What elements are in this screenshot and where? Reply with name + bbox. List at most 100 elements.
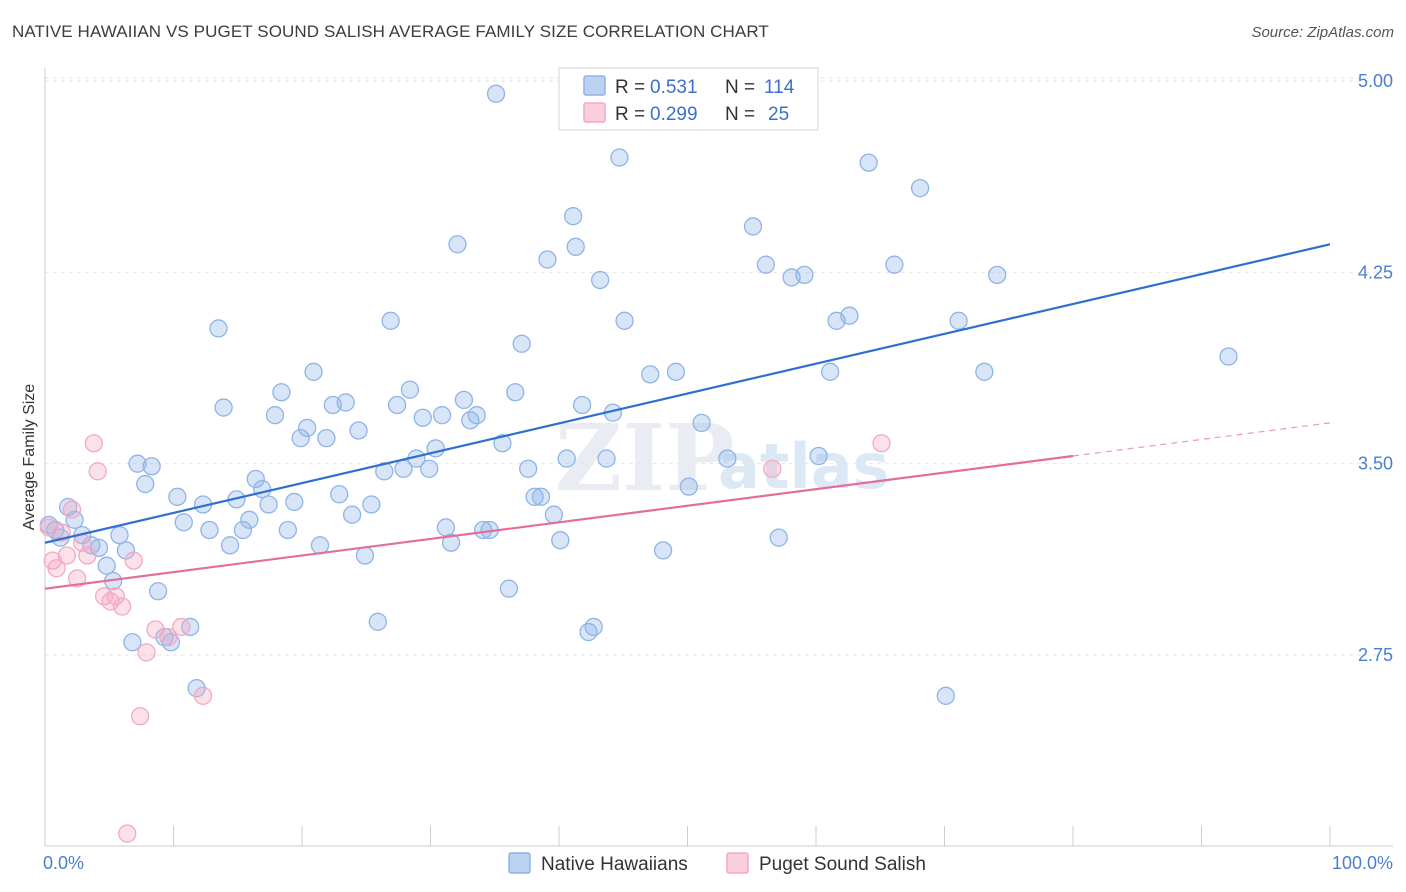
native-hawaiians-point [910,178,930,198]
native-hawaiians-point [148,582,168,601]
puget-sound-salish-point [193,686,213,705]
y-tick-label: 4.25 [1358,262,1393,282]
native-hawaiians-point [297,418,317,438]
y-tick-label: 2.75 [1358,645,1393,665]
native-hawaiians-point [110,525,129,545]
native-hawaiians-point [949,311,968,330]
puget-sound-salish-point [106,587,125,606]
series-legend: Native Hawaiians Puget Sound Salish [508,852,926,875]
native-hawaiians-point [285,492,304,512]
puget-sound-salish-point [130,707,150,726]
legend-label-native-hawaiians: Native Hawaiians [541,854,688,875]
puget-sound-salish-point [159,627,178,647]
native-hawaiians-point [272,383,291,402]
native-hawaiians-point [531,487,551,506]
native-hawaiians-point [610,148,629,167]
puget-sound-salish-point [67,569,87,588]
native-hawaiians-point [381,311,400,330]
native-hawaiians-point [467,406,486,425]
puget-sound-salish-point [137,643,156,662]
native-hawaiians-point [310,536,330,555]
native-hawaiians-point [448,235,467,254]
native-hawaiians-point [142,457,161,476]
native-hawaiians-point [436,518,456,537]
puget-sound-salish-point [78,546,97,565]
chart-title: NATIVE HAWAIIAN VS PUGET SOUND SALISH AV… [12,22,769,41]
native-hawaiians-point [368,612,387,631]
native-hawaiians-point [123,633,142,652]
native-hawaiians-point [572,395,592,415]
native-hawaiians-point [291,429,310,448]
native-hawaiians-point [692,413,711,432]
native-hawaiians-point [1219,347,1238,366]
legend-swatch-native-hawaiians [508,852,531,874]
native-hawaiians-point [400,380,420,399]
native-hawaiians-point [988,265,1007,285]
native-hawaiians-point [557,449,576,468]
native-hawaiians-point [936,686,955,705]
native-hawaiians-point [551,531,570,550]
native-hawaiians-point [579,622,598,642]
stats-legend: R = 0.531 N = 114 R = 0.299 N = 25 [558,67,819,131]
puget-sound-salish-point [88,462,107,481]
watermark: ZIP atlas [555,404,889,512]
native-hawaiians-point [519,459,538,478]
native-hawaiians-point [246,469,265,489]
native-hawaiians-point [253,480,272,499]
native-hawaiians-point [538,250,557,269]
native-hawaiians-point [336,393,355,412]
native-hawaiians-point [975,362,994,381]
native-hawaiians-trend-line [44,243,1331,544]
x-tick-label-max: 100.0% [1332,853,1393,873]
native-hawaiians-point [512,334,531,353]
native-hawaiians-point [809,446,828,466]
stats-legend-r-value-blue: 0.531 [650,77,698,98]
stats-legend-swatch-blue [583,75,606,96]
y-tick-label: 3.50 [1358,454,1393,474]
native-hawaiians-point [174,513,193,532]
stats-legend-r-label-blue: R = [615,77,645,98]
puget-sound-salish-point [57,546,76,565]
stats-legend-n-value-pink: 25 [768,104,789,125]
stats-legend-r-value-pink: 0.299 [650,104,698,125]
legend-swatch-puget-sound-salish [726,852,749,874]
native-hawaiians-point [161,633,181,652]
native-hawaiians-point [743,217,763,236]
watermark-zip: ZIP [555,404,734,512]
native-hawaiians-point [375,462,394,481]
native-hawaiians-point [432,406,452,425]
native-hawaiians-point [820,362,840,381]
puget-sound-salish-point [124,551,143,570]
gridlines [45,77,1393,656]
native-hawaiians-point [493,434,512,453]
native-hawaiians-point [128,454,147,473]
native-hawaiians-point [317,429,336,448]
native-hawaiians-point [756,255,776,274]
stats-legend-swatch-pink [583,102,606,123]
native-hawaiians-point [168,487,187,506]
native-hawaiians-point [653,541,673,560]
puget-sound-salish-trend-line-extension [1072,422,1331,457]
native-hawaiians-point [97,556,116,575]
native-hawaiians-point [584,617,603,637]
native-hawaiians-point [597,449,616,468]
native-hawaiians-point [641,365,660,384]
native-hawaiians-point [387,395,407,415]
native-hawaiians-point [795,265,814,285]
native-hawaiians-point [679,477,698,496]
native-hawaiians-point [566,237,585,256]
puget-sound-salish-point [101,592,120,611]
native-hawaiians-point [355,546,375,565]
native-hawaiians-point [506,383,525,402]
native-hawaiians-point [563,207,583,226]
puget-sound-salish-point [62,500,82,519]
puget-sound-salish-point [763,459,782,478]
y-axis-label: Average Family Size [21,384,38,531]
native-hawaiians-point [240,510,259,529]
native-hawaiians-point [544,505,564,524]
stats-legend-r-label-pink: R = [615,104,645,125]
native-hawaiians-point [200,520,219,540]
native-hawaiians-point [233,520,253,540]
puget-sound-salish-point [47,559,66,578]
